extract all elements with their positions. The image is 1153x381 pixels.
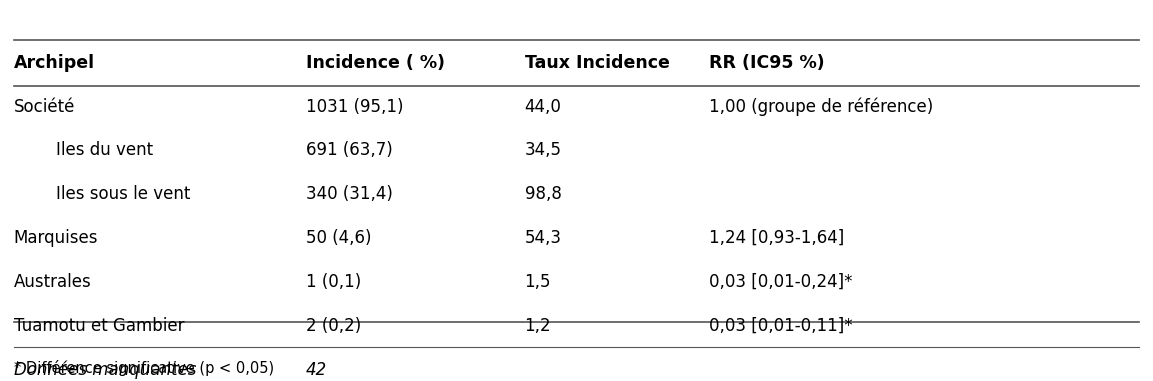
- Text: 0,03 [0,01-0,11]*: 0,03 [0,01-0,11]*: [709, 317, 853, 335]
- Text: 691 (63,7): 691 (63,7): [306, 141, 392, 160]
- Text: 1,2: 1,2: [525, 317, 551, 335]
- Text: 54,3: 54,3: [525, 229, 562, 247]
- Text: RR (IC95 %): RR (IC95 %): [709, 54, 824, 72]
- Text: Archipel: Archipel: [14, 54, 95, 72]
- Text: 1,5: 1,5: [525, 273, 551, 291]
- Text: 1031 (95,1): 1031 (95,1): [306, 98, 404, 116]
- Text: 2 (0,2): 2 (0,2): [306, 317, 361, 335]
- Text: Incidence ( %): Incidence ( %): [306, 54, 445, 72]
- Text: 0,03 [0,01-0,24]*: 0,03 [0,01-0,24]*: [709, 273, 852, 291]
- Text: Iles du vent: Iles du vent: [14, 141, 153, 160]
- Text: 1,24 [0,93-1,64]: 1,24 [0,93-1,64]: [709, 229, 844, 247]
- Text: Australes: Australes: [14, 273, 91, 291]
- Text: 1 (0,1): 1 (0,1): [306, 273, 361, 291]
- Text: Taux Incidence: Taux Incidence: [525, 54, 670, 72]
- Text: 34,5: 34,5: [525, 141, 562, 160]
- Text: * Différence significative (p < 0,05): * Différence significative (p < 0,05): [14, 360, 274, 376]
- Text: 50 (4,6): 50 (4,6): [306, 229, 371, 247]
- Text: Données manquantes: Données manquantes: [14, 360, 196, 379]
- Text: Iles sous le vent: Iles sous le vent: [14, 185, 190, 203]
- Text: Marquises: Marquises: [14, 229, 98, 247]
- Text: Société: Société: [14, 98, 75, 116]
- Text: Tuamotu et Gambier: Tuamotu et Gambier: [14, 317, 184, 335]
- Text: 1,00 (groupe de référence): 1,00 (groupe de référence): [709, 98, 933, 116]
- Text: 340 (31,4): 340 (31,4): [306, 185, 392, 203]
- Text: 98,8: 98,8: [525, 185, 562, 203]
- Text: 42: 42: [306, 360, 326, 379]
- Text: 44,0: 44,0: [525, 98, 562, 116]
